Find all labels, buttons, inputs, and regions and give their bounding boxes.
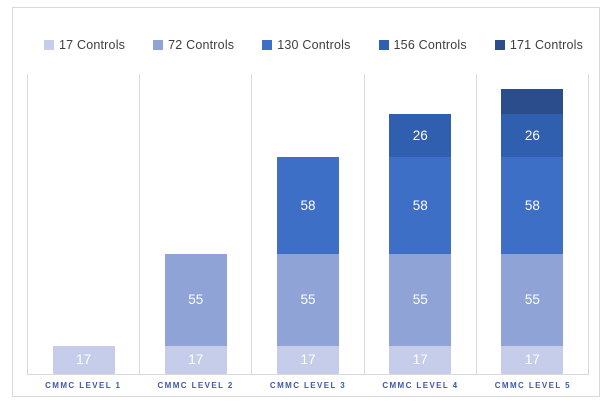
legend-swatch-icon: [262, 40, 273, 50]
bar-segment[interactable]: 58: [389, 157, 452, 255]
category-label: CMMC LEVEL 2: [157, 381, 234, 390]
bar-segment[interactable]: 26: [501, 114, 564, 158]
data-label: 17: [188, 352, 204, 368]
data-label: 17: [412, 352, 428, 368]
stacked-bar: 17 55 58 26: [501, 89, 564, 374]
stacked-bar: 17 55 58 26: [389, 114, 452, 374]
legend-swatch-icon: [494, 40, 505, 50]
data-label: 17: [300, 352, 316, 368]
bar-segment[interactable]: 58: [501, 157, 564, 255]
bar-segment[interactable]: 26: [389, 114, 452, 158]
stacked-bar: 17 55: [164, 254, 227, 374]
legend-item[interactable]: 130 Controls: [262, 38, 350, 52]
bar-segment[interactable]: 55: [164, 254, 227, 346]
plot-area: 17 17 55 17 55 58 17 55 58 26 17 55 58 26: [27, 74, 590, 375]
bar-segment[interactable]: 55: [501, 254, 564, 346]
legend-item[interactable]: 17 Controls: [44, 38, 125, 52]
category-label: CMMC LEVEL 5: [494, 381, 571, 390]
bar-segment[interactable]: 58: [277, 157, 339, 255]
legend-label: 130 Controls: [277, 38, 351, 52]
data-label: 26: [524, 127, 540, 143]
data-label: 17: [524, 352, 540, 368]
data-label: 58: [524, 197, 540, 213]
category-label: CMMC LEVEL 1: [45, 381, 122, 390]
legend-swatch-icon: [153, 40, 164, 50]
category-axis: CMMC LEVEL 1 CMMC LEVEL 2 CMMC LEVEL 3 CMMC…: [27, 379, 589, 390]
stacked-bar: 17: [52, 345, 115, 374]
data-label: 55: [188, 292, 204, 308]
category-column: 17 55 58: [251, 74, 363, 374]
data-label: 55: [412, 292, 428, 308]
legend-swatch-icon: [378, 40, 389, 50]
chart-legend: 17 Controls 72 Controls 130 Controls 156 Co…: [27, 38, 606, 52]
legend-label: 72 Controls: [168, 38, 235, 52]
legend-item[interactable]: 156 Controls: [378, 38, 467, 52]
category-label: CMMC LEVEL 3: [269, 381, 347, 390]
category-column: 17 55: [139, 74, 251, 374]
category-column: 17 55 58 26: [475, 74, 590, 374]
data-label: 26: [412, 127, 428, 143]
bar-segment[interactable]: 55: [277, 254, 339, 346]
category-column: 17 55 58 26: [363, 74, 476, 374]
data-label: 58: [300, 197, 316, 213]
bar-segment[interactable]: 55: [389, 254, 452, 346]
chart-frame: 17 Controls 72 Controls 130 Controls 156 Co…: [12, 7, 600, 397]
legend-label: 17 Controls: [59, 38, 126, 52]
legend-label: 171 Controls: [509, 38, 584, 52]
bar-segment[interactable]: [501, 89, 564, 115]
category-label: CMMC LEVEL 4: [382, 381, 459, 390]
legend-item[interactable]: 171 Controls: [494, 38, 584, 52]
stacked-bar: 17 55 58: [277, 157, 339, 374]
bar-segment[interactable]: 17: [164, 345, 227, 374]
bar-segment[interactable]: 17: [501, 345, 564, 374]
legend-label: 156 Controls: [393, 38, 467, 52]
data-label: 58: [412, 197, 428, 213]
category-column: 17: [27, 74, 139, 374]
bar-segment[interactable]: 17: [277, 345, 339, 374]
data-label: 55: [524, 292, 540, 308]
legend-item[interactable]: 72 Controls: [153, 38, 234, 52]
legend-swatch-icon: [44, 40, 54, 50]
bar-segment[interactable]: 17: [389, 345, 452, 374]
data-label: 55: [300, 292, 316, 308]
bar-segment[interactable]: 17: [52, 345, 115, 374]
data-label: 17: [76, 352, 92, 368]
